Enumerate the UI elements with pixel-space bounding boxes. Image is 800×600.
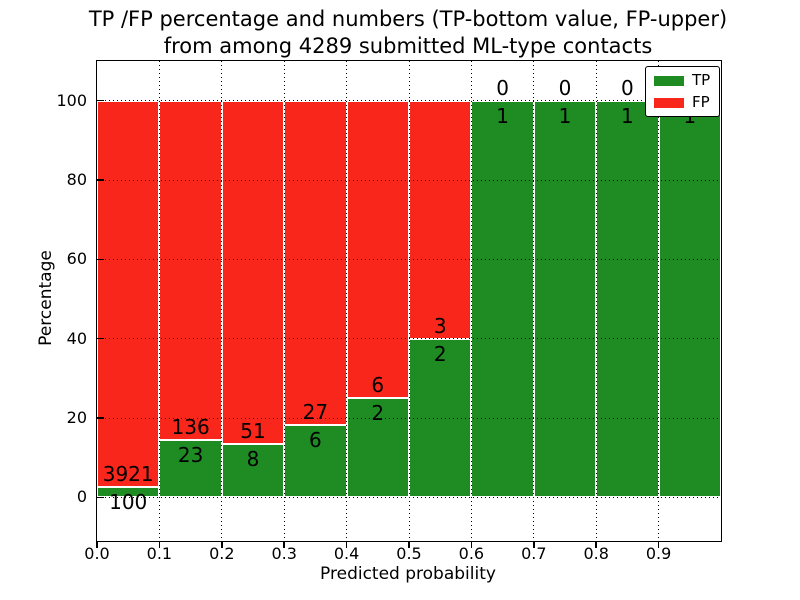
fp-count-label: 3921 bbox=[102, 462, 154, 487]
bar-tp-segment bbox=[658, 100, 721, 498]
bar-fp-segment bbox=[346, 100, 409, 399]
fp-count-label: 3 bbox=[433, 313, 447, 338]
bar-fp-segment bbox=[284, 100, 347, 426]
tp-count-label: 1 bbox=[621, 103, 634, 128]
x-tick-mark bbox=[533, 542, 535, 548]
fp-count-label: 51 bbox=[240, 418, 266, 443]
x-tick-label: 0.5 bbox=[396, 544, 422, 563]
tp-count-label: 2 bbox=[371, 401, 385, 426]
legend-label-fp: FP bbox=[692, 93, 710, 111]
x-tick-label: 0.2 bbox=[209, 544, 235, 563]
fp-count-label: 27 bbox=[302, 400, 329, 425]
tp-count-label: 2 bbox=[433, 341, 447, 366]
x-gridline bbox=[283, 61, 285, 541]
bar-tp-segment bbox=[97, 487, 160, 498]
y-tick-label: 80 bbox=[66, 170, 87, 189]
fp-count-label: 0 bbox=[621, 75, 634, 100]
bar-tp-segment bbox=[159, 439, 222, 498]
legend: TP FP bbox=[645, 66, 721, 117]
bar-fp-segment bbox=[159, 100, 222, 440]
legend-swatch-tp-icon bbox=[654, 75, 684, 86]
x-tick-mark bbox=[408, 542, 410, 548]
tp-count-label: 23 bbox=[177, 442, 204, 467]
y-tick-label: 20 bbox=[66, 408, 87, 428]
fp-count-label: 6 bbox=[371, 373, 385, 398]
x-gridline bbox=[470, 61, 472, 541]
x-gridline bbox=[158, 61, 160, 541]
x-tick-mark bbox=[657, 542, 660, 548]
y-tick-label: 40 bbox=[66, 328, 87, 348]
x-gridline bbox=[533, 61, 535, 541]
x-tick-label: 0.9 bbox=[645, 544, 672, 563]
y-tick-mark bbox=[97, 337, 104, 340]
x-tick-label: 0.8 bbox=[583, 544, 609, 563]
plot-area: TP FP 392110013623518276623201010101 bbox=[96, 60, 722, 548]
x-gridline bbox=[658, 61, 660, 541]
fp-count-label: 0 bbox=[558, 75, 572, 100]
y-tick-mark bbox=[97, 99, 104, 102]
x-tick-label: 0.0 bbox=[84, 544, 110, 563]
x-tick-mark bbox=[595, 542, 597, 548]
fp-count-label: 136 bbox=[171, 414, 210, 439]
x-axis-label: Predicted probability bbox=[320, 564, 496, 584]
y-tick-label: 0 bbox=[76, 487, 87, 507]
x-tick-label: 0.6 bbox=[458, 544, 485, 563]
x-tick-mark bbox=[470, 542, 473, 548]
x-tick-mark bbox=[283, 542, 285, 548]
x-tick-label: 0.1 bbox=[146, 544, 173, 563]
bar-tp-segment bbox=[346, 398, 409, 498]
tp-count-label: 100 bbox=[109, 490, 148, 515]
tp-count-label: 1 bbox=[496, 103, 509, 128]
bar-tp-segment bbox=[221, 443, 285, 498]
legend-entry-tp: TP bbox=[654, 73, 710, 88]
bar-tp-segment bbox=[533, 100, 597, 498]
tp-count-label: 8 bbox=[246, 446, 260, 471]
legend-swatch-fp-icon bbox=[654, 97, 684, 108]
chart-title: TP /FP percentage and numbers (TP-bottom… bbox=[89, 6, 727, 60]
bar-tp-segment bbox=[284, 425, 347, 498]
x-tick-mark bbox=[158, 542, 161, 548]
bar-fp-segment bbox=[221, 100, 285, 444]
y-tick-mark bbox=[97, 179, 104, 181]
x-tick-mark bbox=[221, 542, 223, 548]
x-gridline bbox=[408, 61, 410, 541]
x-gridline bbox=[221, 61, 223, 541]
x-tick-mark bbox=[345, 542, 348, 548]
tp-count-label: 1 bbox=[558, 103, 572, 128]
y-tick-mark bbox=[97, 417, 104, 419]
legend-label-tp: TP bbox=[692, 71, 711, 89]
y-tick-mark bbox=[97, 258, 104, 261]
bar-tp-segment bbox=[596, 100, 659, 498]
bar-fp-segment bbox=[409, 100, 472, 339]
y-tick-mark bbox=[97, 496, 104, 499]
tp-count-label: 6 bbox=[309, 428, 322, 453]
chart-title-line2: from among 4289 submitted ML-type contac… bbox=[163, 34, 653, 58]
bar-fp-segment bbox=[97, 100, 160, 488]
x-tick-label: 0.7 bbox=[521, 544, 547, 563]
chart-title-line1: TP /FP percentage and numbers (TP-bottom… bbox=[88, 7, 728, 31]
y-tick-label: 60 bbox=[66, 249, 87, 269]
y-tick-label: 100 bbox=[56, 90, 87, 110]
fp-count-label: 0 bbox=[496, 75, 509, 100]
x-tick-label: 0.3 bbox=[271, 544, 297, 563]
bar-tp-segment bbox=[471, 100, 534, 498]
legend-entry-fp: FP bbox=[654, 95, 710, 110]
x-tick-label: 0.4 bbox=[333, 544, 360, 563]
x-gridline bbox=[595, 61, 597, 541]
x-tick-mark bbox=[96, 542, 98, 548]
x-gridline bbox=[346, 61, 348, 541]
